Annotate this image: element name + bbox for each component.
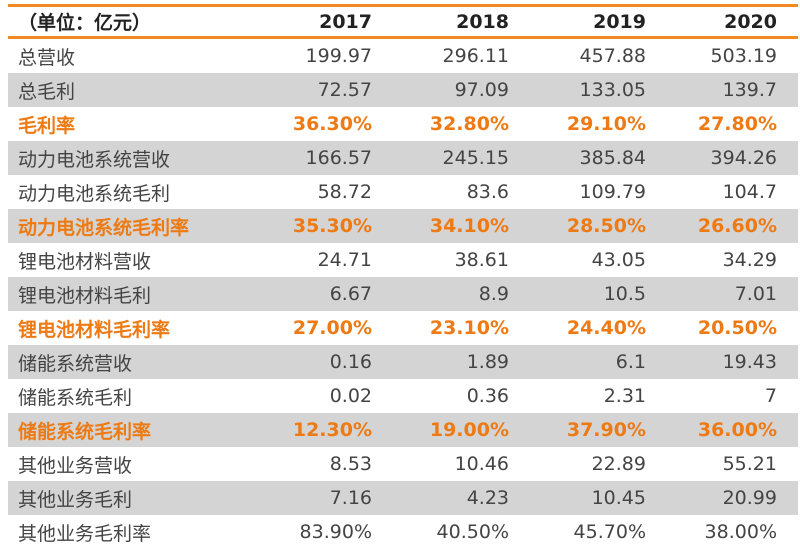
table-row: 锂电池材料毛利 6.67 8.9 10.5 7.01 [8,277,798,311]
cell-value: 19.00% [429,419,509,441]
table-row: 动力电池系统营收 166.57 245.15 385.84 394.26 [8,141,798,175]
cell-value: 19.43 [722,351,777,373]
row-label: 储能系统毛利 [18,386,133,409]
cell-value: 97.09 [454,79,509,101]
cell-value: 32.80% [429,113,509,135]
row-label: 毛利率 [18,114,76,137]
cell-value: 38.61 [454,249,509,271]
cell-value: 245.15 [442,147,509,169]
cell-value: 0.16 [329,351,372,373]
cell-value: 199.97 [305,45,372,67]
cell-value: 55.21 [722,453,777,475]
cell-value: 104.7 [722,181,777,203]
cell-value: 38.00% [704,521,777,543]
table-row: 动力电池系统毛利 58.72 83.6 109.79 104.7 [8,175,798,209]
cell-value: 34.10% [429,215,509,237]
cell-value: 35.30% [292,215,372,237]
cell-value: 296.11 [442,45,509,67]
table-row: 其他业务毛利 7.16 4.23 10.45 20.99 [8,481,798,515]
cell-value: 457.88 [579,45,646,67]
cell-value: 36.30% [292,113,372,135]
cell-value: 37.90% [566,419,646,441]
cell-value: 7.01 [734,283,777,305]
year-header: 2017 [319,10,372,33]
cell-value: 10.45 [591,487,646,509]
year-header: 2019 [593,10,646,33]
row-label: 其他业务毛利 [18,488,133,511]
row-label: 动力电池系统毛利 [18,182,171,205]
row-label: 动力电池系统营收 [18,148,171,171]
cell-value: 43.05 [591,249,646,271]
cell-value: 133.05 [579,79,646,101]
cell-value: 83.90% [299,521,372,543]
unit-label: （单位：亿元） [18,12,152,34]
cell-value: 8.9 [478,283,509,305]
table-row: 储能系统毛利率 12.30% 19.00% 37.90% 36.00% [8,413,798,447]
cell-value: 20.50% [697,317,777,339]
cell-value: 28.50% [566,215,646,237]
row-label: 锂电池材料毛利 [18,284,152,307]
cell-value: 385.84 [579,147,646,169]
cell-value: 0.02 [329,385,372,407]
table-row: 储能系统毛利 0.02 0.36 2.31 7 [8,379,798,413]
table-row: 毛利率 36.30% 32.80% 29.10% 27.80% [8,107,798,141]
cell-value: 29.10% [566,113,646,135]
cell-value: 27.80% [697,113,777,135]
cell-value: 45.70% [573,521,646,543]
table-row: 其他业务毛利率 83.90% 40.50% 45.70% 38.00% [8,515,798,549]
row-label: 其他业务营收 [18,454,133,477]
financial-table: （单位：亿元） 2017 2018 2019 2020 总营收 199.97 296… [8,4,798,549]
year-header: 2018 [456,10,509,33]
cell-value: 72.57 [317,79,372,101]
cell-value: 0.36 [466,385,509,407]
cell-value: 22.89 [591,453,646,475]
cell-value: 7 [764,385,777,407]
cell-value: 2.31 [603,385,646,407]
cell-value: 4.23 [466,487,509,509]
table-row: 总毛利 72.57 97.09 133.05 139.7 [8,73,798,107]
cell-value: 23.10% [429,317,509,339]
cell-value: 20.99 [722,487,777,509]
table-row: 储能系统营收 0.16 1.89 6.1 19.43 [8,345,798,379]
row-label: 动力电池系统毛利率 [18,216,190,239]
cell-value: 7.16 [329,487,372,509]
cell-value: 139.7 [722,79,777,101]
cell-value: 24.40% [566,317,646,339]
row-label: 总毛利 [18,80,76,103]
cell-value: 27.00% [292,317,372,339]
cell-value: 6.1 [615,351,646,373]
table-header: （单位：亿元） 2017 2018 2019 2020 [8,4,798,39]
row-label: 储能系统毛利率 [18,420,152,443]
cell-value: 36.00% [697,419,777,441]
cell-value: 34.29 [722,249,777,271]
row-label: 储能系统营收 [18,352,133,375]
table-row: 总营收 199.97 296.11 457.88 503.19 [8,39,798,73]
cell-value: 1.89 [466,351,509,373]
cell-value: 394.26 [710,147,777,169]
cell-value: 10.46 [454,453,509,475]
table-row: 其他业务营收 8.53 10.46 22.89 55.21 [8,447,798,481]
table-row: 锂电池材料毛利率 27.00% 23.10% 24.40% 20.50% [8,311,798,345]
cell-value: 6.67 [329,283,372,305]
table-row: 动力电池系统毛利率 35.30% 34.10% 28.50% 26.60% [8,209,798,243]
cell-value: 40.50% [436,521,509,543]
cell-value: 503.19 [710,45,777,67]
cell-value: 83.6 [466,181,509,203]
cell-value: 58.72 [317,181,372,203]
cell-value: 10.5 [603,283,646,305]
row-label: 其他业务毛利率 [18,522,152,545]
cell-value: 8.53 [329,453,372,475]
row-label: 锂电池材料毛利率 [18,318,171,341]
cell-value: 26.60% [697,215,777,237]
cell-value: 166.57 [305,147,372,169]
cell-value: 12.30% [292,419,372,441]
cell-value: 109.79 [579,181,646,203]
table-row: 锂电池材料营收 24.71 38.61 43.05 34.29 [8,243,798,277]
year-header: 2020 [724,10,777,33]
row-label: 总营收 [18,46,76,69]
cell-value: 24.71 [317,249,372,271]
row-label: 锂电池材料营收 [18,250,152,273]
